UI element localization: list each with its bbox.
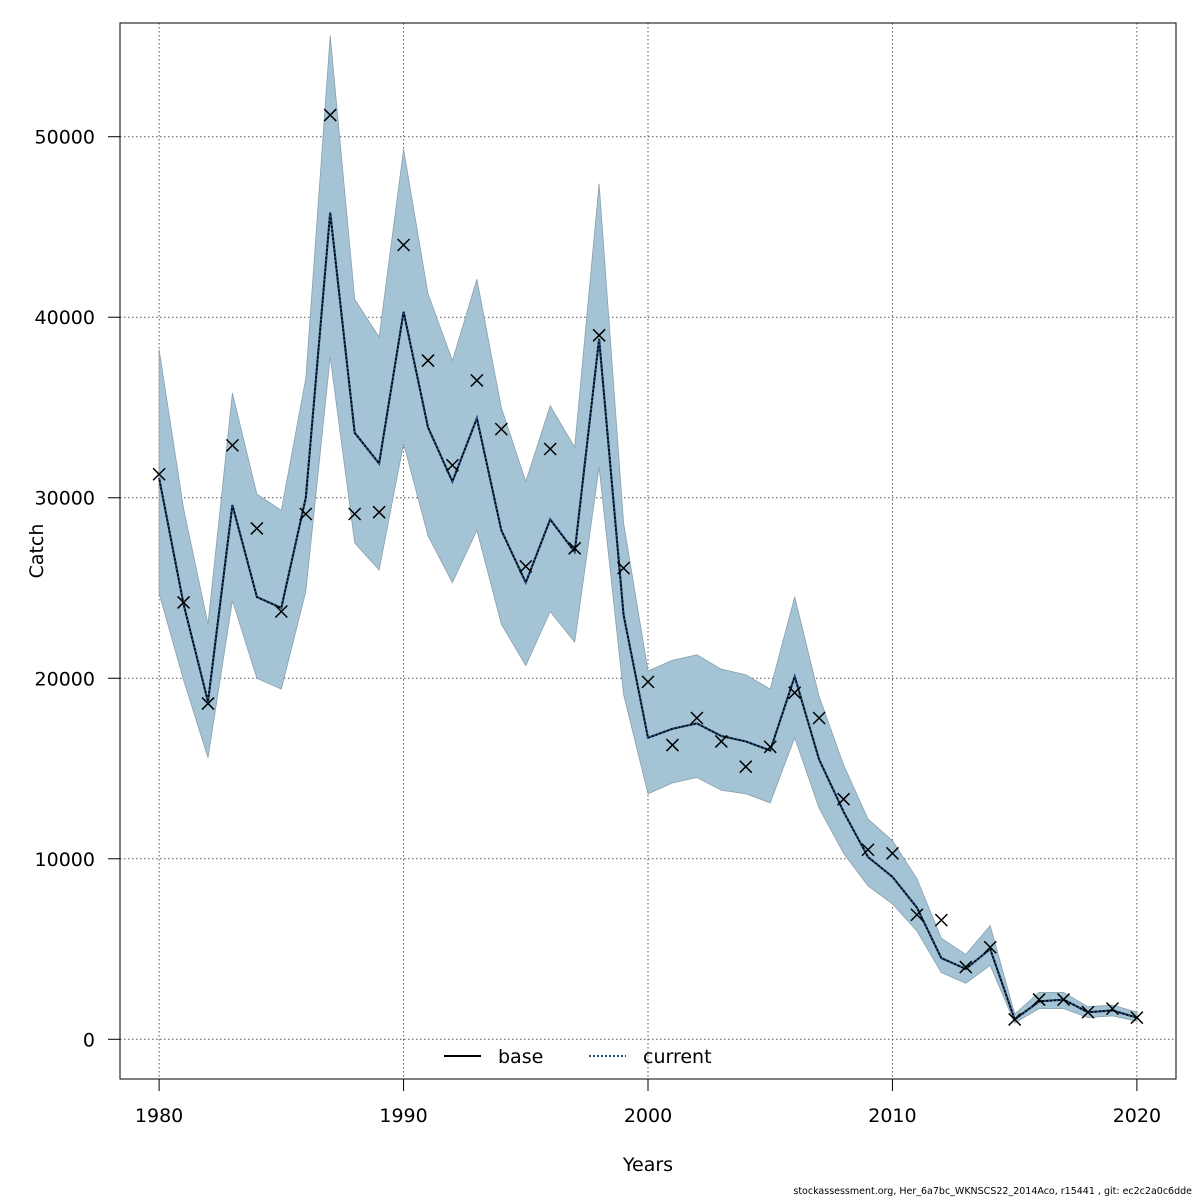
y-tick-label: 0 [83,1029,95,1051]
observed-point [421,354,435,368]
x-tick-label: 2020 [1113,1105,1161,1127]
observed-point [1032,993,1046,1007]
observed-point [714,734,728,748]
x-tick-label: 1990 [379,1105,427,1127]
x-tick-label: 2000 [624,1105,672,1127]
observed-point [837,792,851,806]
observed-point [812,711,826,725]
observed-point [1081,1005,1095,1019]
y-axis: 0 10000 20000 30000 40000 50000 [35,127,121,1051]
observed-point [274,604,288,619]
x-axis-title: Years [622,1154,673,1176]
observed-point [1130,1011,1144,1025]
observed-point [910,908,924,922]
footer-credit: stockassessment.org, Her_6a7bc_WKNSCS22_… [793,1186,1192,1197]
observed-point [323,108,337,122]
observed-point [299,507,313,521]
observed-point [445,458,459,472]
observed-point [1105,1002,1119,1016]
x-axis: 1980 1990 2000 2010 2020 [135,1078,1161,1127]
series-lines [158,212,1138,1022]
observed-point [617,561,631,575]
observed-point [348,507,362,521]
y-tick-label: 50000 [35,127,95,149]
legend: base current [444,1046,712,1068]
observed-point [372,505,386,519]
x-tick-label: 2010 [868,1105,916,1127]
observed-point [665,738,679,752]
observed-markers [152,108,1144,1026]
observed-point [641,675,655,689]
observed-point [983,940,997,954]
observed-point [690,711,704,725]
observed-point [519,559,533,573]
observed-point [568,541,582,555]
observed-point [250,521,264,535]
observed-point [885,846,899,860]
observed-point [934,913,948,927]
observed-point [1008,1012,1022,1026]
confidence-band [158,35,1138,1024]
observed-point [543,442,557,456]
observed-point [763,740,777,754]
y-tick-label: 10000 [35,849,95,871]
y-tick-label: 20000 [35,668,95,690]
observed-point [739,760,753,774]
observed-point [788,686,802,700]
observed-point [225,438,239,452]
series-line-current [158,212,1138,1022]
y-axis-title: Catch [26,524,48,579]
observed-point [592,328,606,342]
observed-point [861,843,875,857]
confidence-band-area [158,35,1138,1024]
observed-point [201,697,215,711]
observed-point [1057,993,1071,1007]
legend-label-current: current [643,1046,712,1068]
observed-point [152,467,166,481]
observed-point [494,422,508,436]
y-tick-label: 30000 [35,488,95,510]
legend-label-base: base [498,1046,543,1068]
observed-point [397,238,411,252]
observed-point [470,373,484,387]
observed-point [177,595,191,609]
y-tick-label: 40000 [35,307,95,329]
observed-point [959,960,973,974]
x-tick-label: 1980 [135,1105,183,1127]
